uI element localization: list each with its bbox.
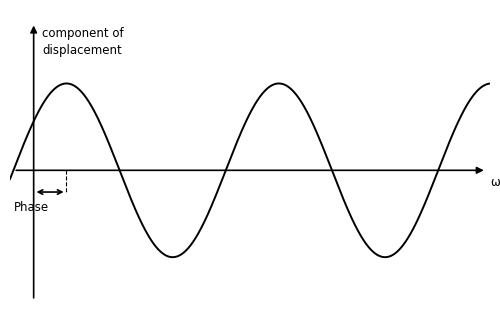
Text: ω*time: ω*time — [490, 177, 500, 189]
Text: component of
displacement: component of displacement — [42, 27, 123, 57]
Text: Phase: Phase — [14, 201, 48, 214]
